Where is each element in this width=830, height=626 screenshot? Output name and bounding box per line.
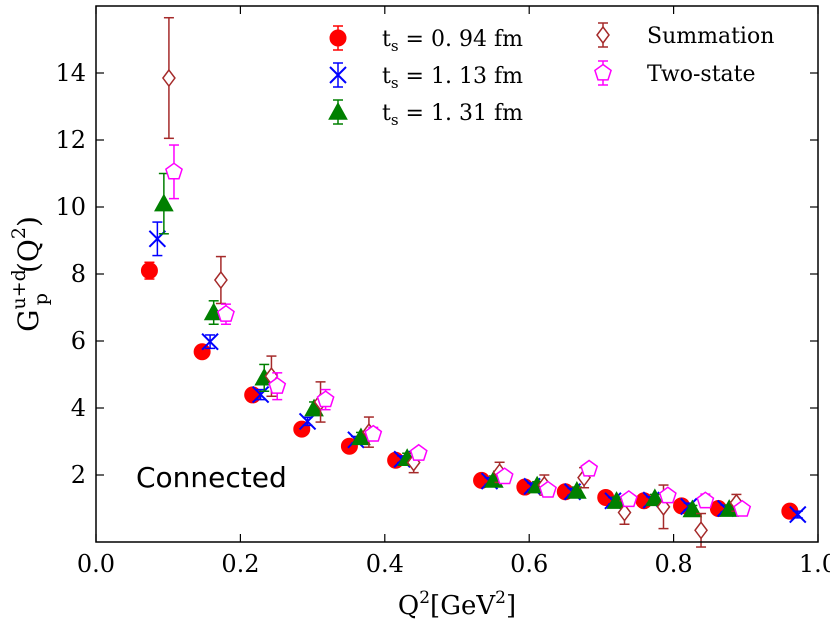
annotation-connected: Connected: [136, 461, 287, 494]
y-axis-title-arg-close: ): [12, 216, 45, 227]
x-tick-label: 0.0: [77, 550, 115, 578]
y-axis-title-sub: p: [30, 293, 52, 305]
x-axis-title-unit-sup: 2: [495, 588, 506, 608]
legend-label-rest: = 1. 13 fm: [399, 64, 524, 89]
data-point: [251, 385, 270, 404]
x-tick-label: 0.6: [510, 550, 548, 578]
ticks-layer: 0.0 0.2 0.4 0.6 0.8 1.0 2 4 6 8 10 12 14: [55, 6, 830, 578]
legend-label: ts = 1. 31 fm: [382, 101, 523, 129]
y-tick-label: 6: [71, 327, 86, 355]
y-axis-title-arg-open: (Q: [12, 239, 45, 273]
y-axis-title-arg-sup: 2: [8, 227, 30, 239]
x-axis-title-unit-open: [GeV: [430, 591, 496, 621]
legend-marker: [594, 63, 612, 81]
x-axis-title: Q2[GeV2]: [398, 588, 516, 621]
legend-marker: [329, 66, 347, 84]
x-tick-label: 0.8: [655, 550, 693, 578]
legend-label-base: Summation: [647, 24, 774, 49]
data-point: [567, 481, 587, 499]
legend-label: Two-state: [647, 62, 756, 87]
y-tick-label: 14: [55, 59, 86, 87]
data-point: [201, 332, 219, 351]
legend-label-sub: s: [391, 74, 399, 92]
data-point: [789, 505, 807, 524]
legend-label-rest: = 0. 94 fm: [399, 27, 524, 52]
data-point: [161, 68, 176, 88]
data-point: [268, 376, 287, 394]
data-point: [216, 304, 235, 322]
legend-marker: [329, 29, 347, 47]
legend-item: ts = 1. 31 fm: [328, 99, 523, 129]
data-point: [140, 262, 158, 280]
legend-item: Summation: [596, 22, 774, 49]
data-point: [539, 480, 557, 498]
series-pentagon: [165, 144, 752, 517]
data-point: [409, 443, 428, 461]
x-axis-title-main: Q: [398, 591, 419, 621]
data-point: [580, 459, 599, 477]
y-axis-title-main: G: [12, 310, 45, 332]
data-point: [694, 521, 708, 540]
data-point: [154, 193, 174, 212]
y-axis-title-sup: u+d: [8, 269, 30, 309]
data-point: [495, 467, 514, 485]
data-point: [617, 503, 632, 522]
x-axis-title-sup: 2: [419, 588, 430, 608]
data-point: [619, 490, 638, 508]
data-point: [733, 499, 752, 517]
legend-marker: [596, 25, 610, 45]
y-tick-label: 8: [71, 260, 86, 288]
legend-label-rest: = 1. 31 fm: [399, 101, 524, 126]
data-point: [682, 499, 703, 518]
x-tick-label: 0.2: [221, 550, 259, 578]
legend-label: Summation: [647, 24, 774, 49]
data-point: [316, 390, 335, 408]
legend-item: ts = 1. 13 fm: [329, 62, 523, 92]
y-tick-label: 10: [55, 193, 86, 221]
legend-label: ts = 1. 13 fm: [382, 64, 523, 92]
data-point: [644, 488, 665, 507]
legend-item: ts = 0. 94 fm: [329, 25, 523, 55]
x-tick-label: 0.4: [366, 550, 404, 578]
x-tick-label: 1.0: [799, 550, 830, 578]
data-point: [364, 424, 383, 442]
legend-label-sub: s: [391, 37, 399, 55]
legend-label-base: t: [382, 101, 391, 126]
legend-label: ts = 0. 94 fm: [382, 27, 523, 55]
y-tick-label: 12: [55, 126, 86, 154]
legend-marker: [328, 101, 348, 120]
data-layer: [140, 16, 807, 548]
x-axis-title-unit-close: ]: [506, 591, 516, 621]
y-tick-label: 2: [71, 461, 86, 489]
legend-item: Two-state: [594, 60, 756, 87]
y-axis-title: Gu+dp (Q2): [8, 216, 52, 332]
data-point: [213, 270, 228, 290]
data-point: [165, 162, 183, 180]
series-triangle: [154, 172, 740, 518]
data-point: [696, 491, 715, 509]
legend-label-base: t: [382, 27, 391, 52]
legend-label-base: Two-state: [647, 62, 756, 87]
data-point: [658, 486, 677, 504]
legend-label-base: t: [382, 64, 391, 89]
y-tick-label: 4: [71, 394, 86, 422]
legend-label-sub: s: [391, 111, 399, 129]
data-point: [193, 343, 211, 361]
